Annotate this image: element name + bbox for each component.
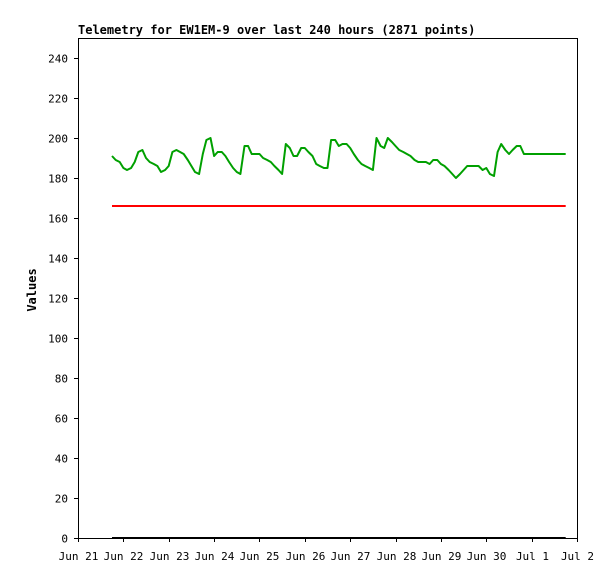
x-tick-label: Jun 29 <box>422 550 462 563</box>
x-tick-label: Jul 1 <box>516 550 549 563</box>
x-tick-label: Jun 24 <box>195 550 235 563</box>
y-tick-label: 100 <box>48 333 68 346</box>
x-tick-label: Jun 23 <box>150 550 190 563</box>
y-axis-title: Values <box>25 268 39 312</box>
x-tick-label: Jun 28 <box>377 550 417 563</box>
chart-title: Telemetry for EW1EM-9 over last 240 hour… <box>78 23 476 37</box>
x-tick-label: Jun 21 <box>59 550 99 563</box>
plot-frame <box>78 38 578 539</box>
y-tick-label: 140 <box>48 253 68 266</box>
y-tick-label: 0 <box>61 533 68 546</box>
y-tick-label: 120 <box>48 293 68 306</box>
y-tick-label: 20 <box>55 493 68 506</box>
x-tick-label: Jul 2 <box>561 550 594 563</box>
y-tick-label: 240 <box>48 53 68 66</box>
x-tick-label: Jun 27 <box>331 550 371 563</box>
x-tick-label: Jun 26 <box>286 550 326 563</box>
y-tick-label: 180 <box>48 173 68 186</box>
series-line-0 <box>111 137 566 179</box>
y-tick-label: 40 <box>55 453 68 466</box>
y-tick-label: 160 <box>48 213 68 226</box>
y-tick-label: 80 <box>55 373 68 386</box>
y-tick-label: 200 <box>48 133 68 146</box>
x-tick-label: Jun 25 <box>240 550 280 563</box>
y-tick-label: 60 <box>55 413 68 426</box>
x-tick-label: Jun 22 <box>104 550 144 563</box>
x-tick-label: Jun 30 <box>467 550 507 563</box>
y-tick-label: 220 <box>48 93 68 106</box>
